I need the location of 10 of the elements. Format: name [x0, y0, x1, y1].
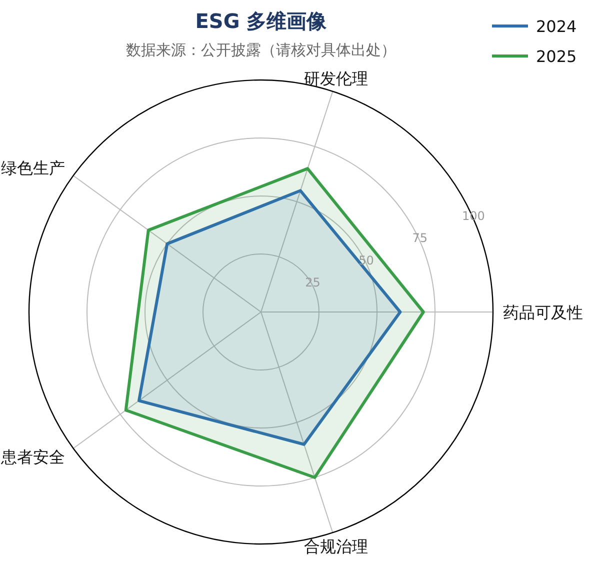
legend-label: 2024: [536, 17, 577, 36]
spoke-label: 研发伦理: [304, 69, 368, 88]
spoke-label: 合规治理: [304, 536, 368, 556]
chart-title: ESG 多维画像: [195, 9, 328, 33]
text: 数据来源：公开披露（请核对具体出处）: [126, 41, 396, 59]
spoke-label: 绿色生产: [1, 158, 66, 178]
spoke-label: 患者安全: [0, 448, 66, 467]
spoke-label: 药品可及性: [503, 303, 583, 322]
legend-label: 2025: [536, 47, 577, 66]
y-tick-label: 25: [305, 276, 320, 290]
